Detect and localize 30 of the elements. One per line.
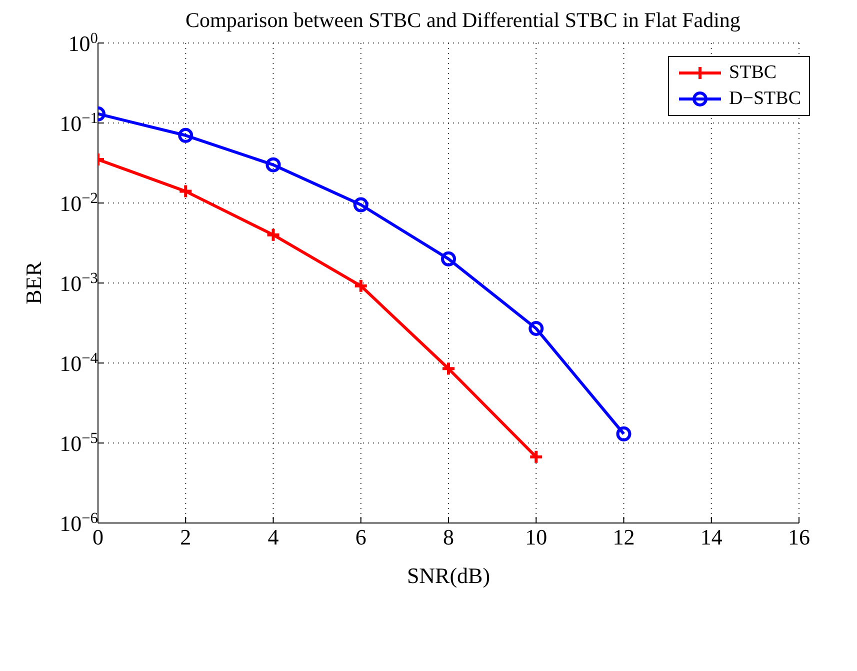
- point: [616, 426, 632, 442]
- x-tick-label: 16: [788, 524, 810, 550]
- y-tick-label: 10$^{−3}$: [60, 270, 98, 296]
- x-tick-label: 6: [355, 524, 366, 550]
- legend-label: STBC: [729, 62, 777, 84]
- point: [441, 251, 456, 266]
- y-tick-label: 10$^{0}$: [68, 30, 98, 56]
- y-axis-title: BER: [20, 261, 46, 304]
- y-tick-label: 10$^{−5}$: [60, 430, 98, 456]
- x-tick-label: 10: [525, 524, 548, 550]
- y-tick-label: 10$^{−2}$: [60, 190, 98, 216]
- y-tick-label: 10$^{−1}$: [60, 110, 98, 136]
- point: [178, 128, 194, 143]
- x-tick-label: 4: [268, 524, 279, 550]
- chart-title: Comparison between STBC and Differential STBC in Flat Fading: [186, 8, 740, 32]
- point: [528, 320, 544, 336]
- x-tick-label: 2: [180, 524, 192, 550]
- point: [353, 278, 368, 294]
- point: [266, 227, 281, 242]
- point: [353, 197, 368, 212]
- point: [178, 184, 194, 199]
- legend-label: D−STBC: [729, 88, 801, 110]
- x-tick-label: 12: [612, 524, 635, 550]
- point: [441, 361, 456, 376]
- y-tick-label: 10$^{−4}$: [60, 350, 98, 376]
- x-tick-label: 14: [700, 524, 722, 550]
- point: [266, 157, 281, 172]
- x-tick-label: 8: [443, 524, 454, 550]
- point: [528, 449, 544, 464]
- x-axis-title: SNR(dB): [406, 563, 490, 588]
